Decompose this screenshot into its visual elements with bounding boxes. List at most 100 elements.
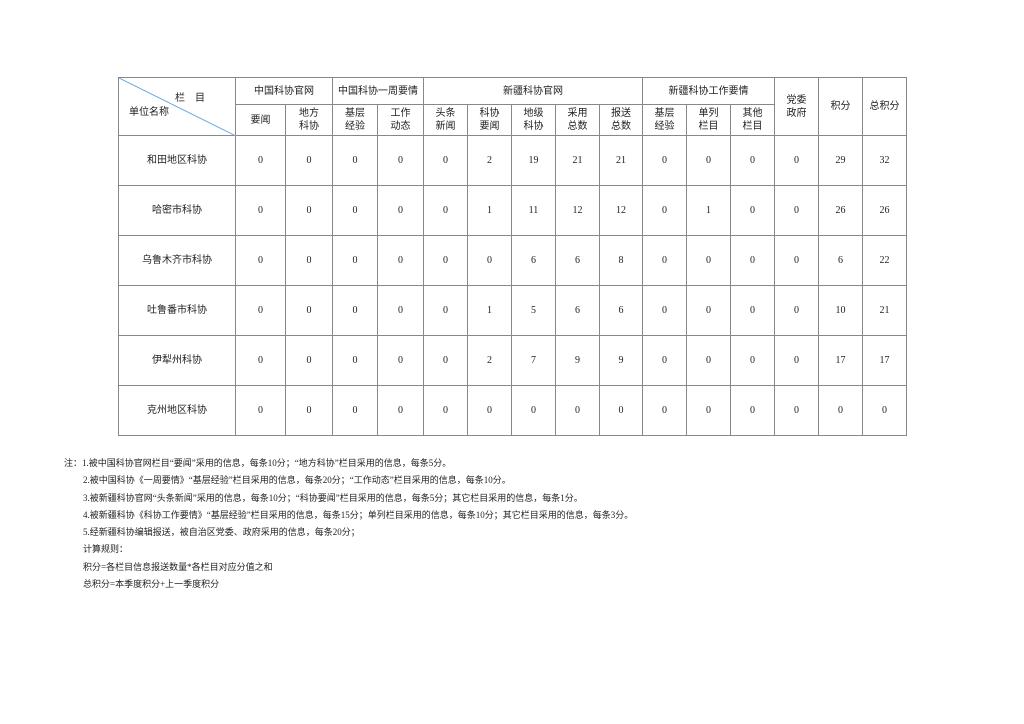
score-cell: 0 <box>686 235 731 286</box>
column-header: 科协要闻 <box>467 104 512 136</box>
score-cell: 9 <box>555 335 600 386</box>
group-header: 中国科协官网 <box>235 77 333 105</box>
header-text: 基层经验 <box>345 108 365 132</box>
note-line: 2.被中国科协《一周要情》“基层经验”栏目采用的信息，每条20分；“工作动态”栏… <box>64 472 633 489</box>
score-cell: 0 <box>599 385 643 436</box>
score-cell: 0 <box>235 135 286 186</box>
score-cell: 0 <box>423 135 468 186</box>
score-cell: 0 <box>332 285 378 336</box>
score-cell: 2 <box>467 135 512 186</box>
score-cell: 0 <box>332 235 378 286</box>
score-cell: 17 <box>862 335 907 386</box>
column-header: 地方科协 <box>285 104 333 136</box>
column-header: 基层经验 <box>642 104 687 136</box>
header-text: 科协要闻 <box>479 108 500 132</box>
score-cell: 12 <box>555 185 600 236</box>
score-cell: 0 <box>377 185 424 236</box>
score-cell: 0 <box>467 385 512 436</box>
header-text: 基层经验 <box>654 108 675 132</box>
table-row: 吐鲁番市科协 0 0 0 0 0 1 5 6 6 0 0 0 0 10 21 <box>118 285 907 336</box>
note-text: 4.被新疆科协《科协工作要情》“基层经验”栏目采用的信息，每条15分；单列栏目采… <box>83 509 634 520</box>
score-cell: 22 <box>862 235 907 286</box>
score-cell: 0 <box>377 135 424 186</box>
note-text: 1.被中国科协官网栏目“要闻”采用的信息，每条10分；“地方科协”栏目采用的信息… <box>82 458 452 468</box>
score-cell: 5 <box>511 285 556 336</box>
score-cell: 0 <box>423 335 468 386</box>
score-cell: 0 <box>377 335 424 386</box>
note-text: 3.被新疆科协官网“头条新闻”采用的信息，每条10分；“科协要闻”栏目采用的信息… <box>83 492 583 503</box>
note-line: 4.被新疆科协《科协工作要情》“基层经验”栏目采用的信息，每条15分；单列栏目采… <box>64 507 633 524</box>
score-cell: 0 <box>774 385 819 436</box>
score-cell: 0 <box>730 235 775 286</box>
score-cell: 6 <box>555 285 600 336</box>
score-cell: 0 <box>730 285 775 336</box>
note-text: 计算规则： <box>83 544 129 555</box>
score-cell: 0 <box>423 385 468 436</box>
unit-name: 和田地区科协 <box>118 135 236 186</box>
score-cell: 21 <box>599 135 643 186</box>
score-cell: 0 <box>686 135 731 186</box>
column-header: 要闻 <box>235 104 286 136</box>
column-header: 基层经验 <box>332 104 378 136</box>
column-header: 头条新闻 <box>423 104 468 136</box>
score-cell: 26 <box>818 185 863 236</box>
score-cell: 0 <box>642 285 687 336</box>
score-cell: 11 <box>511 185 556 236</box>
column-header: 单列栏目 <box>686 104 731 136</box>
table-row: 克州地区科协 0 0 0 0 0 0 0 0 0 0 0 0 0 0 0 <box>118 385 907 436</box>
note-text: 5.经新疆科协编辑报送，被自治区党委、政府采用的信息，每条20分； <box>83 527 360 538</box>
score-cell: 0 <box>555 385 600 436</box>
score-cell: 0 <box>774 335 819 386</box>
score-cell: 0 <box>235 185 286 236</box>
note-line: 3.被新疆科协官网“头条新闻”采用的信息，每条10分；“科协要闻”栏目采用的信息… <box>64 490 633 507</box>
corner-cell: 栏 目 单位名称 <box>118 77 236 136</box>
score-cell: 29 <box>818 135 863 186</box>
score-cell: 0 <box>377 385 424 436</box>
note-text: 总积分=本季度积分+上一季度积分 <box>83 579 220 590</box>
score-cell: 0 <box>818 385 863 436</box>
score-cell: 6 <box>555 235 600 286</box>
score-cell: 0 <box>285 335 333 386</box>
score-cell: 19 <box>511 135 556 186</box>
unit-name: 伊犁州科协 <box>118 335 236 386</box>
score-cell: 0 <box>642 185 687 236</box>
unit-name: 吐鲁番市科协 <box>118 285 236 336</box>
score-cell: 6 <box>818 235 863 286</box>
unit-name: 哈密市科协 <box>118 185 236 236</box>
score-cell: 0 <box>642 135 687 186</box>
column-header: 其他栏目 <box>730 104 775 136</box>
score-cell: 0 <box>642 235 687 286</box>
score-cell: 0 <box>730 135 775 186</box>
header-text: 工作动态 <box>390 108 411 132</box>
score-cell: 0 <box>730 385 775 436</box>
group-header: 新疆科协工作要情 <box>642 77 775 105</box>
note-text: 积分=各栏目信息报送数量*各栏目对应分值之和 <box>83 561 273 572</box>
unit-name: 克州地区科协 <box>118 385 236 436</box>
unit-name: 乌鲁木齐市科协 <box>118 235 236 286</box>
group-header: 积分 <box>818 77 863 136</box>
score-cell: 0 <box>332 335 378 386</box>
score-cell: 0 <box>285 285 333 336</box>
score-cell: 0 <box>774 235 819 286</box>
score-cell: 0 <box>511 385 556 436</box>
score-cell: 6 <box>599 285 643 336</box>
note-label: 注： <box>64 458 83 468</box>
score-cell: 2 <box>467 335 512 386</box>
group-header: 党委政府 <box>774 77 819 136</box>
score-cell: 1 <box>467 285 512 336</box>
group-header: 总积分 <box>862 77 907 136</box>
score-cell: 0 <box>235 385 286 436</box>
score-cell: 6 <box>511 235 556 286</box>
corner-bottom: 单位名称 <box>129 107 169 118</box>
score-cell: 1 <box>467 185 512 236</box>
table-row: 和田地区科协 0 0 0 0 0 2 19 21 21 0 0 0 0 29 32 <box>118 135 907 186</box>
group-header: 新疆科协官网 <box>423 77 643 105</box>
note-line: 计算规则： <box>64 541 633 558</box>
score-cell: 0 <box>730 335 775 386</box>
score-cell: 0 <box>467 235 512 286</box>
score-cell: 0 <box>862 385 907 436</box>
header-text: 地级科协 <box>523 108 544 132</box>
score-cell: 1 <box>686 185 731 236</box>
score-cell: 0 <box>285 235 333 286</box>
